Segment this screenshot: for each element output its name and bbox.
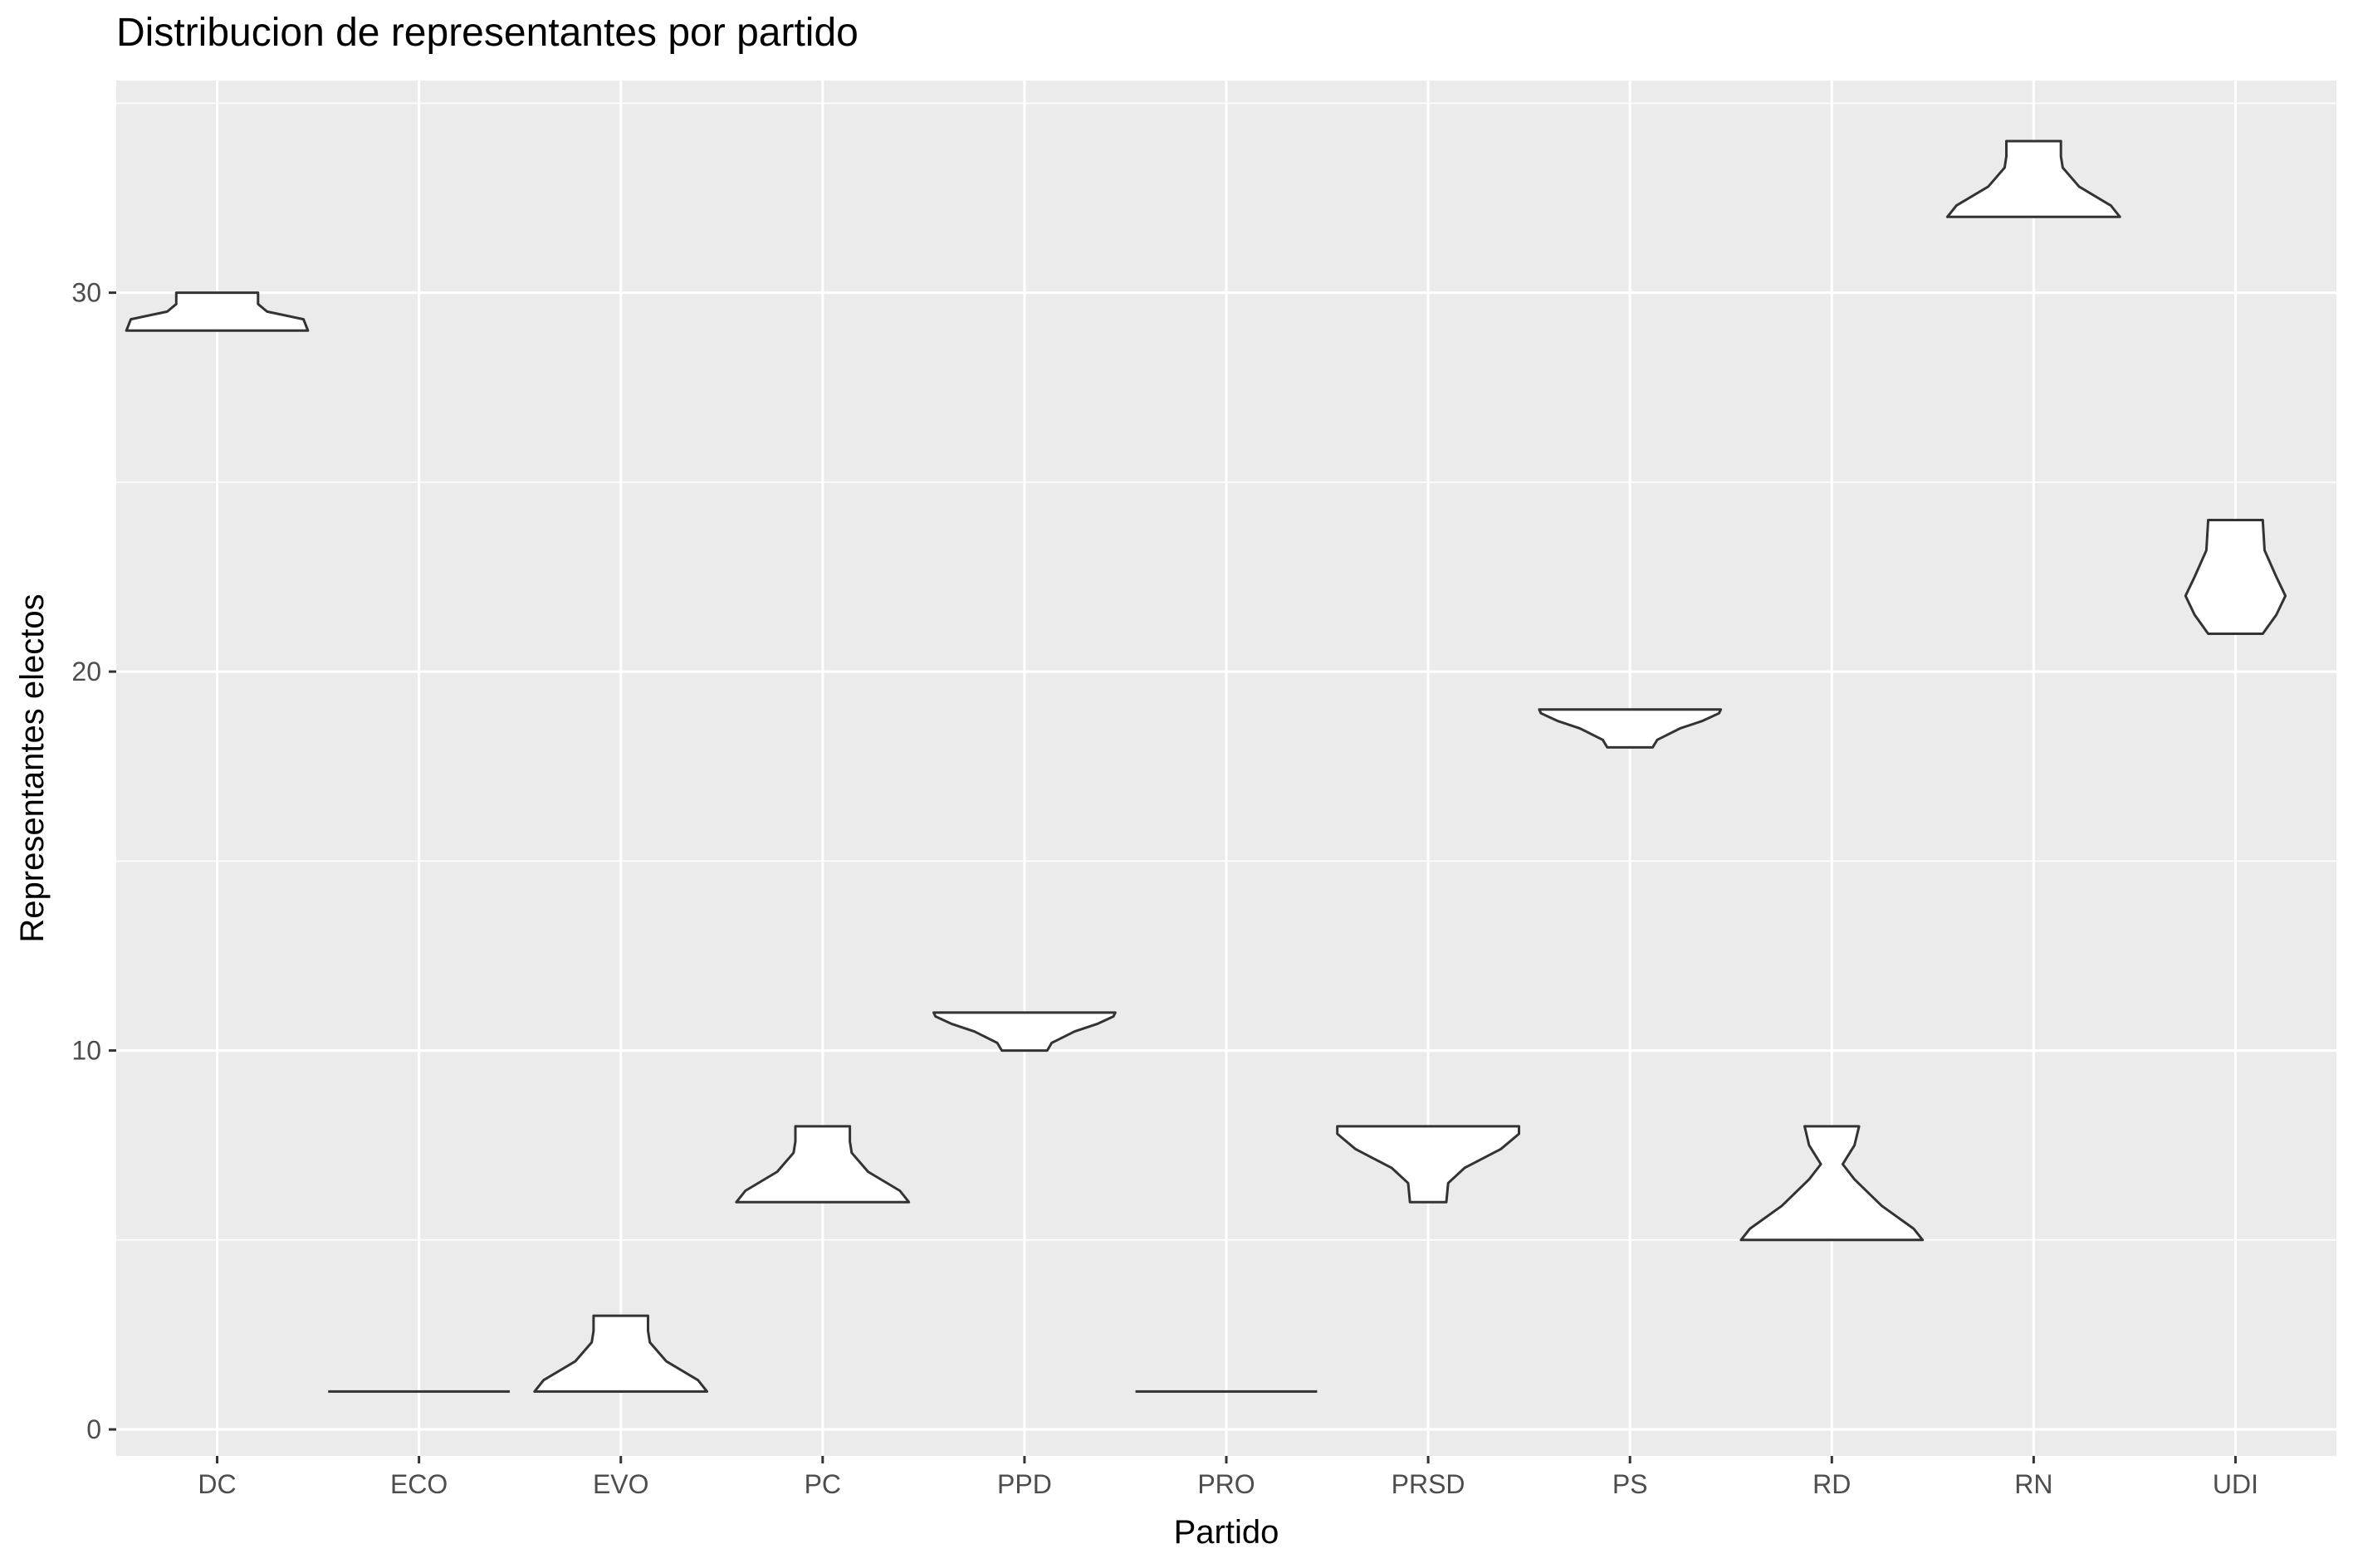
y-tick-label: 10	[71, 1036, 101, 1066]
y-axis: 0 10 20 30	[71, 278, 116, 1444]
violin-rn	[1945, 139, 2121, 218]
violin-ps	[1538, 708, 1723, 749]
violins	[125, 139, 2287, 1393]
x-axis-title: Partido	[1174, 1514, 1279, 1551]
x-tick-label: PRO	[1197, 1469, 1255, 1499]
violin-rd	[1739, 1125, 1925, 1242]
y-tick-label: 30	[71, 278, 101, 308]
x-tick-label: EVO	[593, 1469, 649, 1499]
x-axis: DC ECO EVO PC PPD PRO PRSD PS RD RN UDI	[198, 1456, 2258, 1499]
y-axis-title: Representantes electos	[14, 593, 51, 942]
x-tick-label: DC	[198, 1469, 236, 1499]
x-tick-label: RN	[2014, 1469, 2052, 1499]
x-tick-label: PC	[805, 1469, 841, 1499]
y-tick-label: 20	[71, 657, 101, 686]
violin-dc	[125, 291, 310, 332]
x-tick-label: PRSD	[1392, 1469, 1465, 1499]
x-tick-label: UDI	[2213, 1469, 2258, 1499]
violin-ppd	[932, 1011, 1117, 1053]
violin-pc	[735, 1125, 911, 1204]
violin-prsd	[1336, 1125, 1520, 1204]
x-tick-label: ECO	[390, 1469, 448, 1499]
x-tick-label: PPD	[997, 1469, 1052, 1499]
chart-title: Distribucion de representantes por parti…	[116, 11, 859, 55]
violin-evo	[533, 1314, 709, 1393]
x-tick-label: PS	[1612, 1469, 1648, 1499]
y-tick-label: 0	[86, 1414, 101, 1444]
x-tick-label: RD	[1812, 1469, 1851, 1499]
violin-udi	[2184, 519, 2287, 635]
